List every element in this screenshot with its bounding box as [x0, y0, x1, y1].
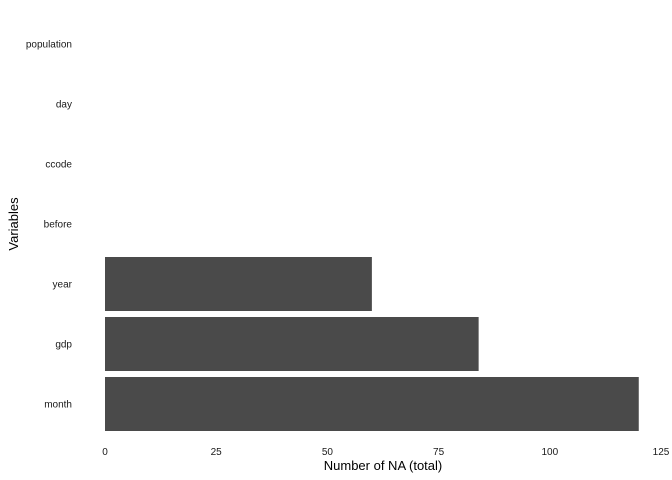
y-tick-label: month: [44, 400, 72, 411]
x-tick-label: 50: [322, 447, 334, 458]
x-tick-label: 75: [433, 447, 445, 458]
y-tick-label: population: [26, 40, 72, 51]
x-tick-label: 125: [653, 447, 670, 458]
bar-year: [105, 257, 372, 311]
x-axis-title: Number of NA (total): [324, 458, 443, 473]
x-tick-label: 25: [211, 447, 223, 458]
y-tick-label: day: [56, 100, 72, 111]
bar-gdp: [105, 317, 479, 371]
bar-month: [105, 377, 639, 431]
y-axis-title: Variables: [6, 197, 21, 251]
y-tick-label: gdp: [55, 340, 72, 351]
y-tick-label: before: [44, 220, 73, 231]
x-tick-label: 100: [541, 447, 558, 458]
y-tick-label: ccode: [45, 160, 72, 171]
y-tick-label: year: [53, 280, 73, 291]
x-tick-label: 0: [102, 447, 108, 458]
